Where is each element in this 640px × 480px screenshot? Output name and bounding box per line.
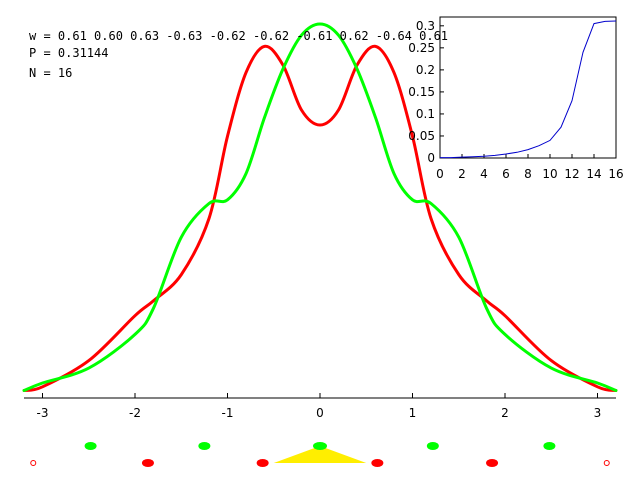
inset-y-tick-label: 0.2 — [416, 63, 435, 77]
red-marker — [486, 459, 499, 467]
main-x-tick-label: 1 — [409, 406, 417, 420]
n-label: N = 16 — [29, 66, 73, 80]
red-marker — [371, 459, 384, 467]
inset-x-tick-label: 14 — [586, 167, 601, 181]
red-density-curve — [22, 44, 618, 392]
red-marker — [141, 459, 154, 467]
main-x-tick-label: 0 — [316, 406, 324, 420]
green-marker — [426, 442, 439, 450]
green-marker — [543, 442, 556, 450]
main-x-tick-label: -1 — [222, 406, 234, 420]
main-density-plot: -3 -2 -1 0 1 2 3 — [22, 22, 618, 420]
inset-x-tick-label: 4 — [480, 167, 488, 181]
main-x-ticks: -3 -2 -1 0 1 2 3 — [37, 393, 602, 420]
green-marker — [313, 442, 327, 450]
inset-probability-curve — [440, 20, 617, 159]
bottom-markers — [30, 442, 610, 467]
probability-label: P = 0.31144 — [29, 46, 109, 60]
inset-x-tick-label: 0 — [436, 167, 444, 181]
weights-label: w = 0.61 0.60 0.63 -0.63 -0.62 -0.62 -0.… — [29, 29, 449, 43]
inset-y-tick-label: 0.25 — [408, 41, 435, 55]
inset-y-tick-label: 0.05 — [408, 129, 435, 143]
inset-x-tick-label: 16 — [608, 167, 623, 181]
yellow-triangle-marker — [273, 446, 367, 463]
green-marker — [198, 442, 211, 450]
inset-x-tick-label: 2 — [458, 167, 466, 181]
inset-y-tick-label: 0 — [427, 151, 435, 165]
red-marker — [256, 459, 269, 467]
main-x-tick-label: 2 — [501, 406, 509, 420]
main-x-tick-label: 3 — [594, 406, 602, 420]
inset-x-tick-label: 6 — [502, 167, 510, 181]
inset-y-tick-label: 0.15 — [408, 85, 435, 99]
main-x-tick-label: -3 — [37, 406, 49, 420]
open-circle-marker — [30, 460, 37, 466]
open-circle-marker — [603, 460, 610, 466]
inset-series-group — [440, 20, 617, 159]
inset-y-tick-label: 0.1 — [416, 107, 435, 121]
main-x-tick-label: -2 — [129, 406, 141, 420]
inset-x-tick-label: 8 — [524, 167, 532, 181]
main-series-group — [22, 22, 618, 392]
inset-x-tick-label: 12 — [564, 167, 579, 181]
inset-y-tick-label: 0.3 — [416, 19, 435, 33]
green-marker — [84, 442, 97, 450]
inset-background — [439, 16, 617, 159]
inset-x-tick-label: 10 — [542, 167, 557, 181]
green-density-curve — [22, 22, 618, 392]
